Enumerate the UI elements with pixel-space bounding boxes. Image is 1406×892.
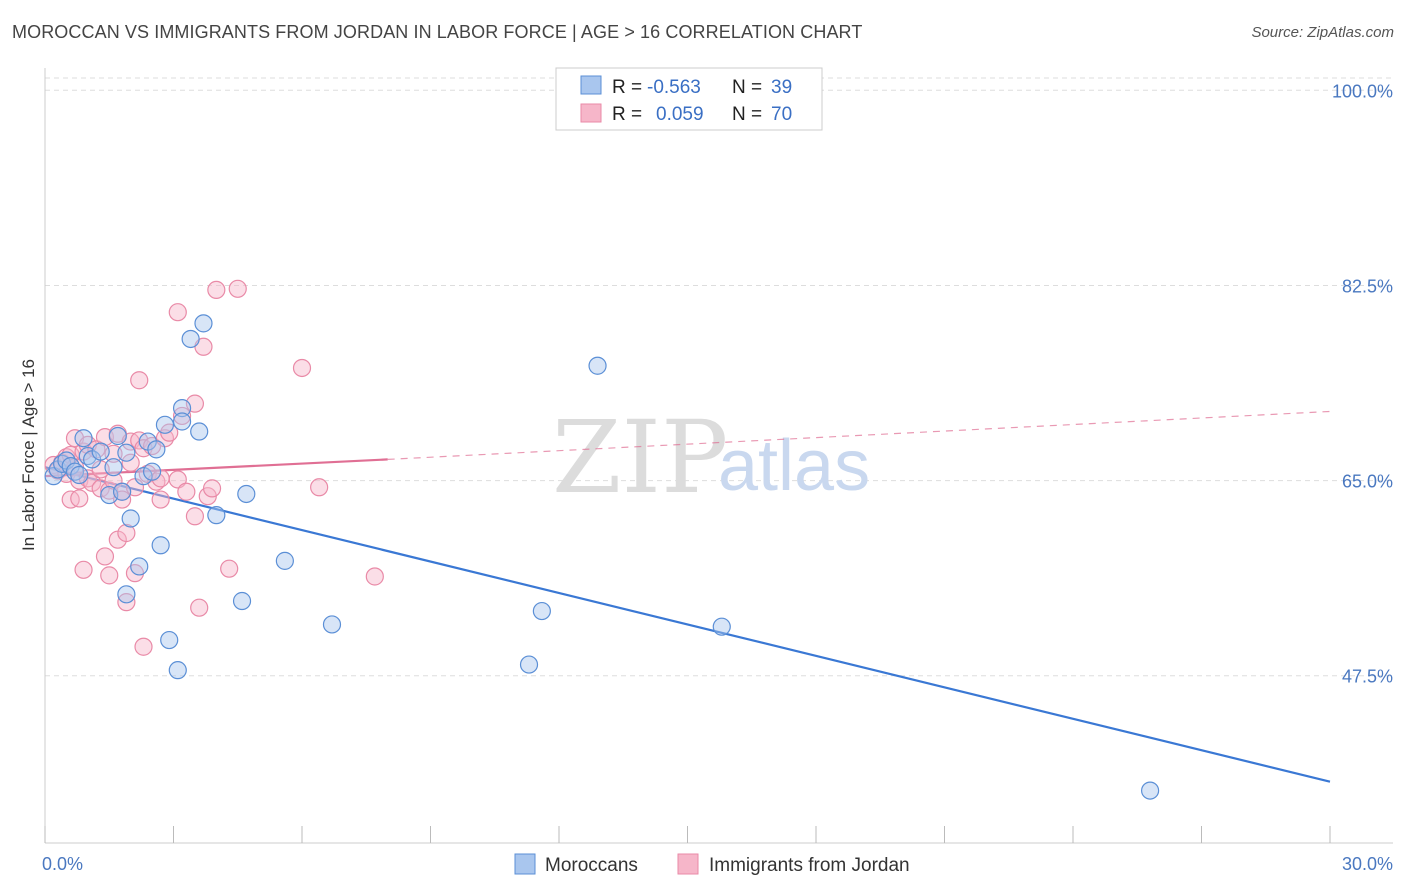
points-moroccans [44, 314, 1160, 800]
legend-r-value-1: -0.563 [647, 77, 701, 98]
legend-n-value-2: 70 [771, 104, 792, 125]
bottom-legend-label-moroccans: Moroccans [545, 855, 638, 876]
point-moroccans-26 [168, 661, 187, 680]
point-moroccans-21 [142, 462, 162, 481]
point-jordan-43 [151, 490, 170, 509]
point-moroccans-14 [112, 482, 132, 501]
point-moroccans-13 [108, 426, 127, 446]
point-moroccans-12 [104, 458, 123, 477]
point-moroccans-27 [172, 399, 192, 418]
x-tick-labels: 0.0% 30.0% [42, 854, 1393, 874]
y-axis-label: In Labor Force | Age > 16 [19, 359, 38, 551]
point-moroccans-37 [519, 655, 539, 674]
point-jordan-22 [100, 566, 119, 585]
axes [44, 68, 1393, 844]
y-tick-labels: 100.0% 82.5% 65.0% 47.5% [1332, 81, 1393, 686]
point-jordan-37 [134, 637, 153, 656]
legend-r-value-2: 0.059 [656, 104, 704, 125]
point-moroccans-32 [207, 506, 226, 525]
point-moroccans-15 [117, 443, 136, 462]
point-moroccans-23 [151, 536, 170, 555]
point-moroccans-34 [237, 484, 256, 504]
point-moroccans-35 [275, 551, 294, 570]
point-moroccans-38 [532, 601, 551, 621]
point-jordan-51 [185, 507, 205, 526]
point-jordan-10 [70, 489, 89, 508]
point-jordan-48 [172, 406, 192, 426]
trend-line-jordan-extension [387, 410, 1331, 461]
point-moroccans-18 [130, 557, 149, 576]
point-jordan-47 [168, 303, 187, 322]
x-tick-label-0: 0.0% [42, 854, 83, 874]
point-jordan-36 [130, 371, 149, 390]
chart-title: MOROCCAN VS IMMIGRANTS FROM JORDAN IN LA… [12, 22, 863, 42]
bottom-legend-swatch-pink [677, 853, 699, 875]
watermark: ZIP atlas [552, 399, 870, 516]
legend-box: R = -0.563 N = 39 R = 0.059 N = 70 [555, 67, 823, 131]
point-jordan-61 [365, 567, 384, 586]
trend-lines [44, 410, 1331, 783]
point-jordan-20 [95, 547, 115, 566]
point-moroccans-36 [322, 615, 342, 634]
point-moroccans-28 [172, 412, 192, 431]
y-tick-label-3: 47.5% [1342, 667, 1393, 687]
point-moroccans-40 [712, 617, 731, 636]
point-moroccans-19 [134, 467, 153, 486]
point-jordan-59 [292, 358, 312, 378]
bottom-legend-label-jordan: Immigrants from Jordan [709, 855, 910, 876]
point-jordan-56 [207, 280, 226, 300]
legend-n-label-1: N = [732, 77, 762, 98]
legend-n-value-1: 39 [771, 77, 792, 98]
point-jordan-58 [228, 279, 247, 298]
point-moroccans-22 [147, 440, 166, 459]
point-jordan-57 [220, 559, 239, 578]
trend-line-jordan [44, 458, 388, 478]
legend-r-label-2: R = [612, 104, 642, 125]
point-moroccans-6 [70, 465, 89, 485]
point-moroccans-30 [190, 422, 209, 441]
legend-r-label-1: R = [612, 77, 642, 98]
y-tick-label-2: 65.0% [1342, 472, 1393, 492]
point-jordan-52 [190, 598, 209, 617]
point-moroccans-10 [91, 442, 110, 461]
point-jordan-32 [121, 453, 140, 472]
point-moroccans-29 [181, 329, 200, 349]
legend-n-label-2: N = [732, 104, 762, 125]
point-jordan-60 [310, 478, 329, 497]
x-tick-label-1: 30.0% [1342, 854, 1393, 874]
point-jordan-12 [74, 560, 93, 579]
point-jordan-30 [117, 523, 136, 543]
point-jordan-49 [177, 482, 196, 501]
point-moroccans-17 [121, 509, 140, 528]
point-jordan-21 [100, 481, 119, 500]
point-moroccans-41 [1140, 781, 1160, 800]
point-moroccans-25 [160, 630, 179, 650]
x-ticks [44, 826, 1331, 843]
point-moroccans-39 [588, 356, 607, 375]
point-moroccans-33 [232, 591, 252, 611]
legend-swatch-blue [580, 75, 602, 95]
grid-lines [45, 77, 1393, 677]
bottom-legend-swatch-blue [514, 853, 536, 875]
bottom-legend: Moroccans Immigrants from Jordan [514, 853, 910, 876]
point-jordan-46 [168, 470, 187, 489]
point-jordan-55 [202, 479, 222, 498]
legend-swatch-pink [580, 103, 602, 123]
source-label: Source: ZipAtlas.com [1251, 24, 1394, 41]
point-jordan-29 [117, 593, 136, 612]
point-moroccans-16 [117, 585, 136, 604]
trend-line-moroccans [44, 466, 1331, 783]
y-tick-label-0: 100.0% [1332, 81, 1393, 101]
watermark-zip: ZIP [552, 399, 728, 516]
watermark-atlas: atlas [718, 426, 870, 506]
y-tick-label-1: 82.5% [1342, 276, 1393, 296]
point-moroccans-7 [74, 429, 93, 448]
point-moroccans-31 [194, 314, 213, 333]
point-moroccans-24 [155, 415, 175, 434]
